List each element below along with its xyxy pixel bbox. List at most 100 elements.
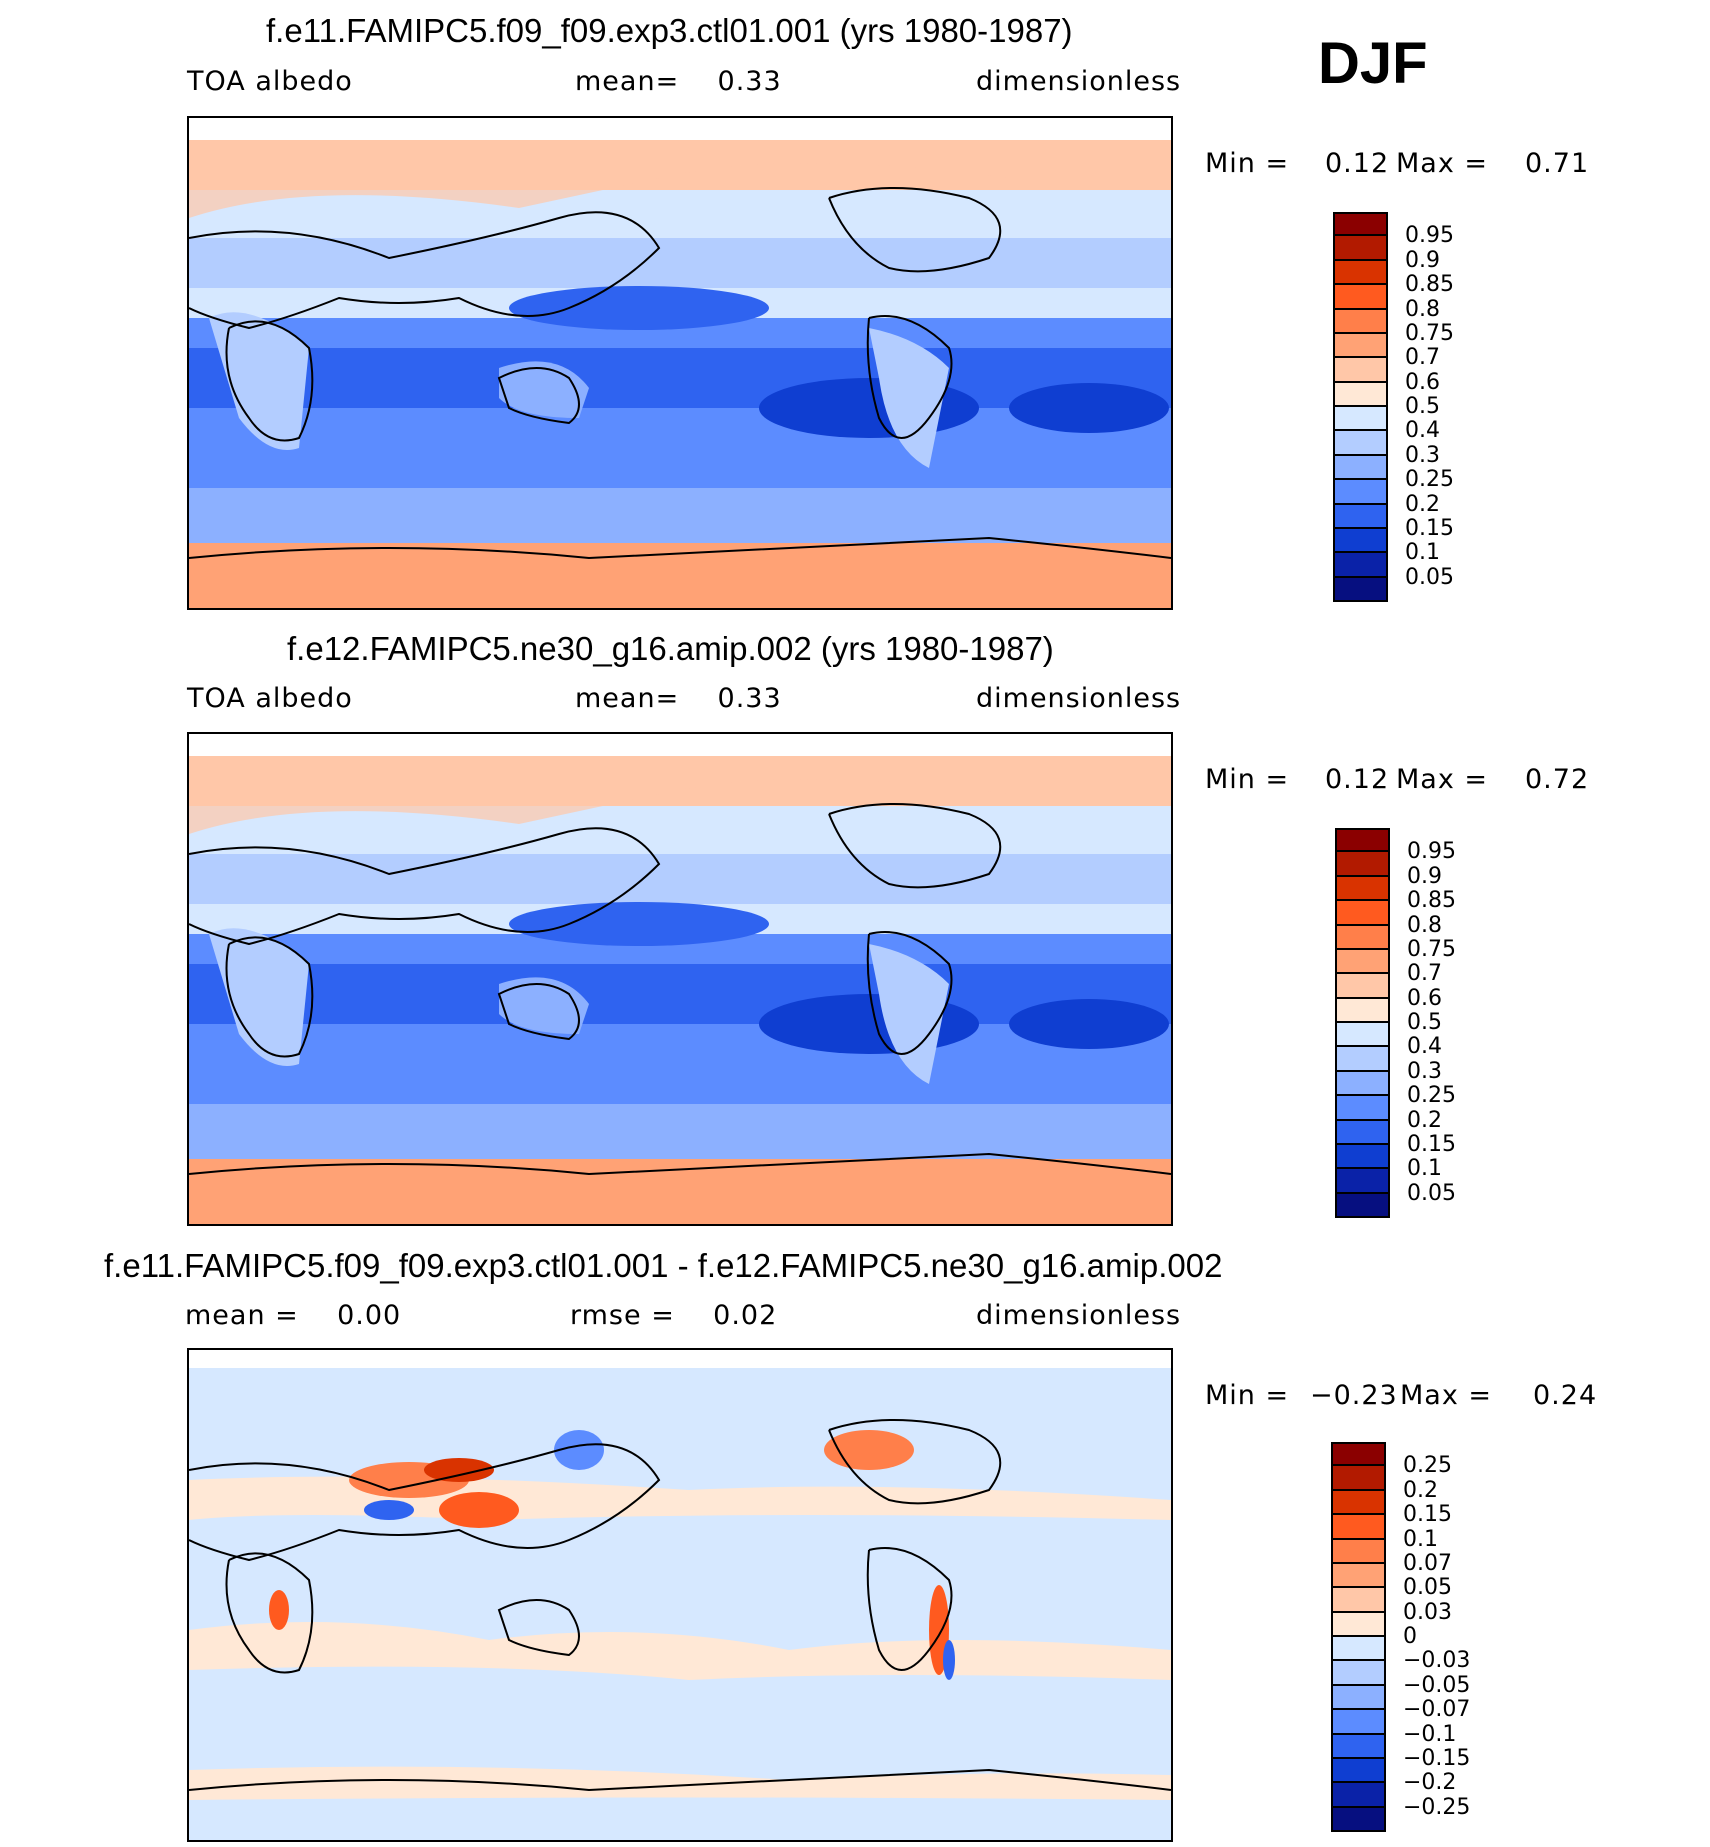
panel3-colorbar: 0.25 0.2 0.15 0.1 0.07 0.05 0.03 0 −0.03 −0.05 −0.…	[1331, 1442, 1491, 1832]
colorbar-swatch	[1335, 876, 1390, 902]
colorbar-swatch	[1333, 553, 1388, 578]
colorbar-label: −0.05	[1403, 1672, 1471, 1698]
season-label: DJF	[1318, 31, 1428, 96]
colorbar-swatch	[1335, 852, 1390, 877]
colorbar-swatch	[1331, 1539, 1386, 1564]
colorbar-swatch	[1331, 1466, 1386, 1491]
panel3-max-label: Max =	[1400, 1380, 1493, 1411]
colorbar-label: 0.3	[1405, 442, 1440, 468]
panel1-map	[187, 116, 1173, 610]
colorbar-swatch	[1331, 1807, 1386, 1832]
colorbar-swatch	[1335, 1120, 1390, 1145]
colorbar-label: 0.25	[1407, 1083, 1456, 1109]
colorbar-label: −0.03	[1403, 1648, 1471, 1674]
colorbar-swatch	[1335, 1023, 1390, 1048]
colorbar-swatch	[1331, 1758, 1386, 1784]
colorbar-label: 0.9	[1407, 863, 1442, 889]
panel2-min-label: Min =	[1205, 764, 1290, 795]
colorbar-swatch	[1331, 1515, 1386, 1540]
colorbar-swatch	[1335, 1144, 1390, 1170]
colorbar-swatch	[1331, 1661, 1386, 1686]
colorbar-swatch	[1331, 1612, 1386, 1637]
panel1-min-value: 0.12	[1325, 148, 1390, 179]
colorbar-label: 0	[1403, 1624, 1417, 1649]
colorbar-swatch	[1335, 1193, 1390, 1218]
colorbar-label: 0.8	[1407, 912, 1442, 938]
colorbar-label: 0.7	[1407, 961, 1442, 987]
panel3-min-label: Min =	[1205, 1380, 1290, 1411]
colorbar-label: 0.85	[1405, 272, 1454, 298]
colorbar-label: 0.03	[1403, 1599, 1452, 1625]
panel3-mean-label: mean = 0.00	[185, 1300, 402, 1331]
colorbar-label: −0.15	[1403, 1745, 1471, 1771]
colorbar-label: 0.1	[1407, 1156, 1442, 1182]
colorbar-swatch	[1331, 1563, 1386, 1589]
panel1-units-label: dimensionless	[976, 66, 1182, 97]
colorbar-swatch	[1333, 333, 1388, 359]
colorbar-label: 0.2	[1405, 491, 1440, 517]
colorbar-swatch	[1335, 1047, 1390, 1072]
panel1-title: f.e11.FAMIPC5.f09_f09.exp3.ctl01.001 (yr…	[266, 12, 1073, 49]
colorbar-swatch	[1333, 236, 1388, 261]
colorbar-label: 0.8	[1405, 296, 1440, 322]
colorbar-label: 0.15	[1405, 515, 1454, 541]
colorbar-label: 0.25	[1405, 467, 1454, 493]
panel3-rmse-label: rmse = 0.02	[570, 1300, 778, 1331]
colorbar-swatch	[1333, 285, 1388, 310]
colorbar-swatch	[1333, 431, 1388, 456]
panel2-units-label: dimensionless	[976, 683, 1182, 714]
colorbar-label: 0.85	[1407, 888, 1456, 914]
panel1-mean-label: mean= 0.33	[575, 66, 782, 97]
colorbar-swatch	[1331, 1637, 1386, 1662]
panel2-map	[187, 732, 1173, 1226]
colorbar-label: 0.1	[1405, 540, 1440, 566]
colorbar-label: 0.07	[1403, 1550, 1452, 1576]
colorbar-label: 0.2	[1407, 1107, 1442, 1133]
colorbar-label: 0.5	[1407, 1010, 1442, 1035]
colorbar-swatch	[1335, 1071, 1390, 1097]
panel2-title: f.e12.FAMIPC5.ne30_g16.amip.002 (yrs 198…	[287, 630, 1054, 667]
colorbar-swatch	[1331, 1490, 1386, 1516]
colorbar-swatch	[1335, 998, 1390, 1023]
colorbar-swatch	[1333, 212, 1388, 237]
colorbar-swatch	[1333, 528, 1388, 554]
colorbar-swatch	[1335, 1169, 1390, 1194]
colorbar-label: 0.25	[1403, 1453, 1452, 1479]
colorbar-swatch	[1331, 1734, 1386, 1759]
colorbar-swatch	[1335, 828, 1390, 853]
panel1-min-label: Min =	[1205, 148, 1290, 179]
colorbar-swatch	[1331, 1783, 1386, 1808]
panel1-max-label: Max =	[1396, 148, 1489, 179]
colorbar-swatch	[1335, 974, 1390, 999]
colorbar-label: 0.2	[1403, 1477, 1438, 1503]
panel2-mean-label: mean= 0.33	[575, 683, 782, 714]
colorbar-label: 0.95	[1407, 839, 1456, 865]
colorbar-swatch	[1331, 1442, 1386, 1467]
colorbar-label: −0.1	[1403, 1721, 1457, 1747]
colorbar-label: −0.2	[1403, 1770, 1457, 1796]
panel3-max-value: 0.24	[1533, 1380, 1598, 1411]
panel1-max-value: 0.71	[1525, 148, 1590, 179]
colorbar-label: 0.7	[1405, 345, 1440, 371]
colorbar-swatch	[1333, 577, 1388, 602]
panel2-min-value: 0.12	[1325, 764, 1390, 795]
colorbar-swatch	[1333, 260, 1388, 286]
colorbar-label: 0.6	[1407, 985, 1442, 1011]
colorbar-label: 0.05	[1407, 1180, 1456, 1206]
colorbar-label: 0.3	[1407, 1058, 1442, 1084]
colorbar-label: −0.07	[1403, 1697, 1471, 1723]
panel3-map	[187, 1348, 1173, 1842]
colorbar-label: 0.5	[1405, 394, 1440, 419]
panel2-max-label: Max =	[1396, 764, 1489, 795]
colorbar-label: 0.1	[1403, 1526, 1438, 1552]
colorbar-label: 0.15	[1407, 1131, 1456, 1157]
colorbar-label: 0.75	[1407, 936, 1456, 962]
colorbar-swatch	[1331, 1710, 1386, 1735]
colorbar-label: 0.9	[1405, 247, 1440, 273]
colorbar-swatch	[1335, 925, 1390, 950]
panel2-colorbar: 0.95 0.9 0.85 0.8 0.75 0.7 0.6 0.5 0.4 0.3 0.25 0.2…	[1335, 828, 1485, 1218]
colorbar-label: 0.4	[1405, 418, 1440, 444]
colorbar-label: 0.95	[1405, 223, 1454, 249]
colorbar-swatch	[1335, 1096, 1390, 1121]
panel3-min-value: −0.23	[1310, 1380, 1398, 1411]
